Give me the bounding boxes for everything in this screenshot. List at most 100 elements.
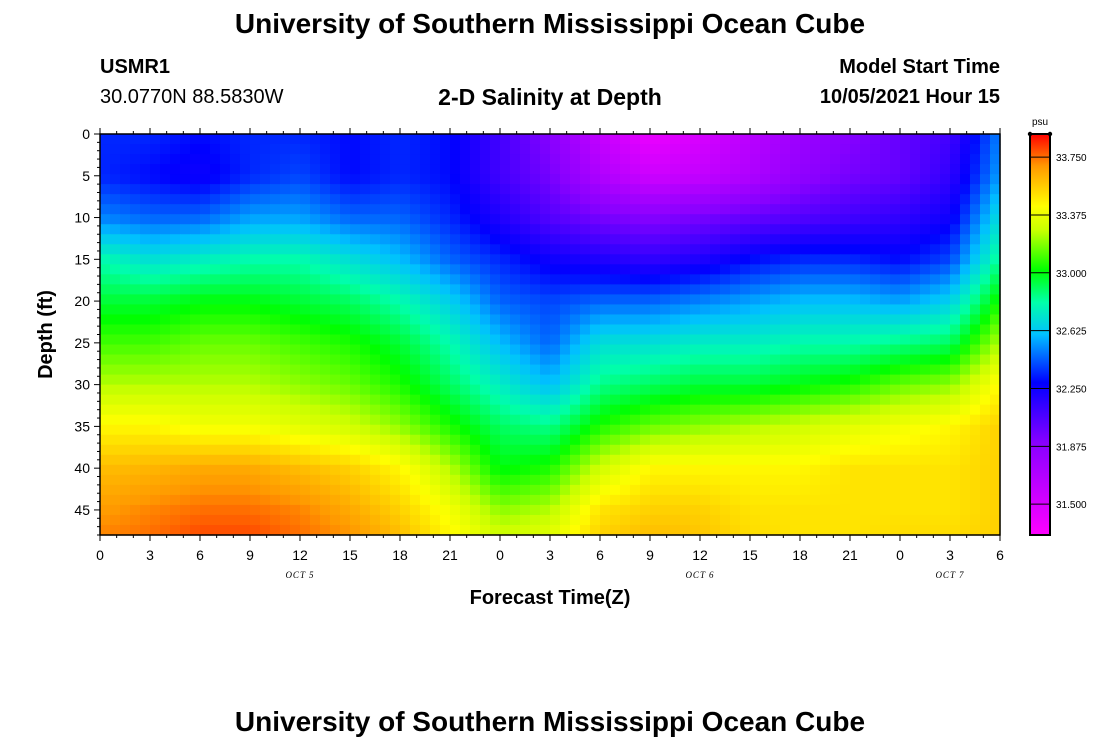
- heatmap-cell: [950, 204, 961, 215]
- heatmap-cell: [680, 264, 691, 275]
- heatmap-cell: [120, 304, 131, 316]
- heatmap-cell: [530, 144, 541, 155]
- heatmap-cell: [650, 454, 661, 466]
- heatmap-cell: [580, 294, 591, 306]
- heatmap-cell: [960, 294, 971, 306]
- heatmap-cell: [540, 284, 551, 296]
- heatmap-cell: [130, 204, 141, 215]
- heatmap-cell: [290, 244, 301, 255]
- heatmap-cell: [520, 374, 531, 386]
- heatmap-cell: [400, 354, 411, 366]
- heatmap-cell: [710, 304, 721, 316]
- heatmap-cell: [920, 264, 931, 275]
- heatmap-cell: [630, 424, 641, 436]
- heatmap-cell: [990, 374, 1001, 386]
- heatmap-cell: [710, 464, 721, 476]
- heatmap-cell: [600, 384, 611, 396]
- heatmap-cell: [480, 504, 491, 516]
- heatmap-cell: [510, 184, 521, 195]
- heatmap-cell: [830, 174, 841, 185]
- heatmap-cell: [200, 134, 211, 145]
- heatmap-cell: [650, 264, 661, 275]
- heatmap-cell: [230, 444, 241, 456]
- heatmap-cell: [430, 524, 441, 536]
- heatmap-cell: [470, 304, 481, 316]
- heatmap-cell: [950, 274, 961, 285]
- heatmap-cell: [930, 314, 941, 326]
- heatmap-cell: [590, 264, 601, 275]
- heatmap-cell: [880, 384, 891, 396]
- heatmap-cell: [620, 294, 631, 306]
- heatmap-cell: [290, 374, 301, 386]
- heatmap-cell: [120, 464, 131, 476]
- heatmap-cell: [490, 494, 501, 506]
- heatmap-cell: [350, 354, 361, 366]
- heatmap-cell: [220, 384, 231, 396]
- heatmap-cell: [550, 344, 561, 356]
- heatmap-cell: [770, 414, 781, 426]
- x-axis-title: Forecast Time(Z): [470, 587, 631, 609]
- heatmap-cell: [710, 374, 721, 386]
- heatmap-cell: [420, 274, 431, 285]
- heatmap-cell: [730, 134, 741, 145]
- heatmap-cell: [180, 524, 191, 536]
- heatmap-cell: [170, 514, 181, 526]
- heatmap-cell: [910, 364, 921, 376]
- heatmap-cell: [760, 214, 771, 225]
- heatmap-cell: [690, 234, 701, 245]
- heatmap-cell: [320, 344, 331, 356]
- heatmap-cell: [220, 314, 231, 326]
- heatmap-cell: [450, 194, 461, 205]
- heatmap-cell: [370, 474, 381, 486]
- heatmap-cell: [290, 424, 301, 436]
- heatmap-cell: [460, 244, 471, 255]
- heatmap-cell: [360, 494, 371, 506]
- heatmap-cell: [540, 294, 551, 306]
- heatmap-cell: [160, 264, 171, 275]
- heatmap-cell: [700, 304, 711, 316]
- heatmap-cell: [190, 214, 201, 225]
- heatmap-cell: [360, 394, 371, 406]
- heatmap-cell: [450, 364, 461, 376]
- heatmap-cell: [300, 424, 311, 436]
- heatmap-cell: [750, 434, 761, 446]
- heatmap-cell: [370, 224, 381, 235]
- heatmap-cell: [590, 424, 601, 436]
- heatmap-cell: [750, 294, 761, 306]
- heatmap-cell: [440, 144, 451, 155]
- heatmap-cell: [770, 134, 781, 145]
- heatmap-cell: [720, 204, 731, 215]
- heatmap-cell: [470, 224, 481, 235]
- heatmap-cell: [340, 214, 351, 225]
- heatmap-cell: [570, 474, 581, 486]
- heatmap-cell: [970, 344, 981, 356]
- heatmap-cell: [450, 494, 461, 506]
- heatmap-cell: [230, 184, 241, 195]
- heatmap-cell: [820, 354, 831, 366]
- heatmap-cell: [500, 184, 511, 195]
- heatmap-cell: [400, 134, 411, 145]
- heatmap-cell: [750, 404, 761, 416]
- heatmap-cell: [790, 144, 801, 155]
- heatmap-cell: [430, 514, 441, 526]
- heatmap-cell: [490, 454, 501, 466]
- heatmap-cell: [590, 504, 601, 516]
- heatmap-cell: [260, 494, 271, 506]
- heatmap-cell: [600, 434, 611, 446]
- heatmap-cell: [510, 234, 521, 245]
- heatmap-cell: [420, 494, 431, 506]
- heatmap-cell: [620, 264, 631, 275]
- heatmap-cell: [190, 244, 201, 255]
- heatmap-cell: [350, 384, 361, 396]
- heatmap-cell: [880, 144, 891, 155]
- heatmap-cell: [720, 474, 731, 486]
- heatmap-cell: [920, 174, 931, 185]
- heatmap-cell: [930, 234, 941, 245]
- heatmap-cell: [130, 144, 141, 155]
- heatmap-cell: [570, 294, 581, 306]
- heatmap-cell: [970, 254, 981, 265]
- heatmap-cell: [210, 474, 221, 486]
- heatmap-cell: [880, 234, 891, 245]
- heatmap-cell: [830, 184, 841, 195]
- heatmap-cell: [280, 514, 291, 526]
